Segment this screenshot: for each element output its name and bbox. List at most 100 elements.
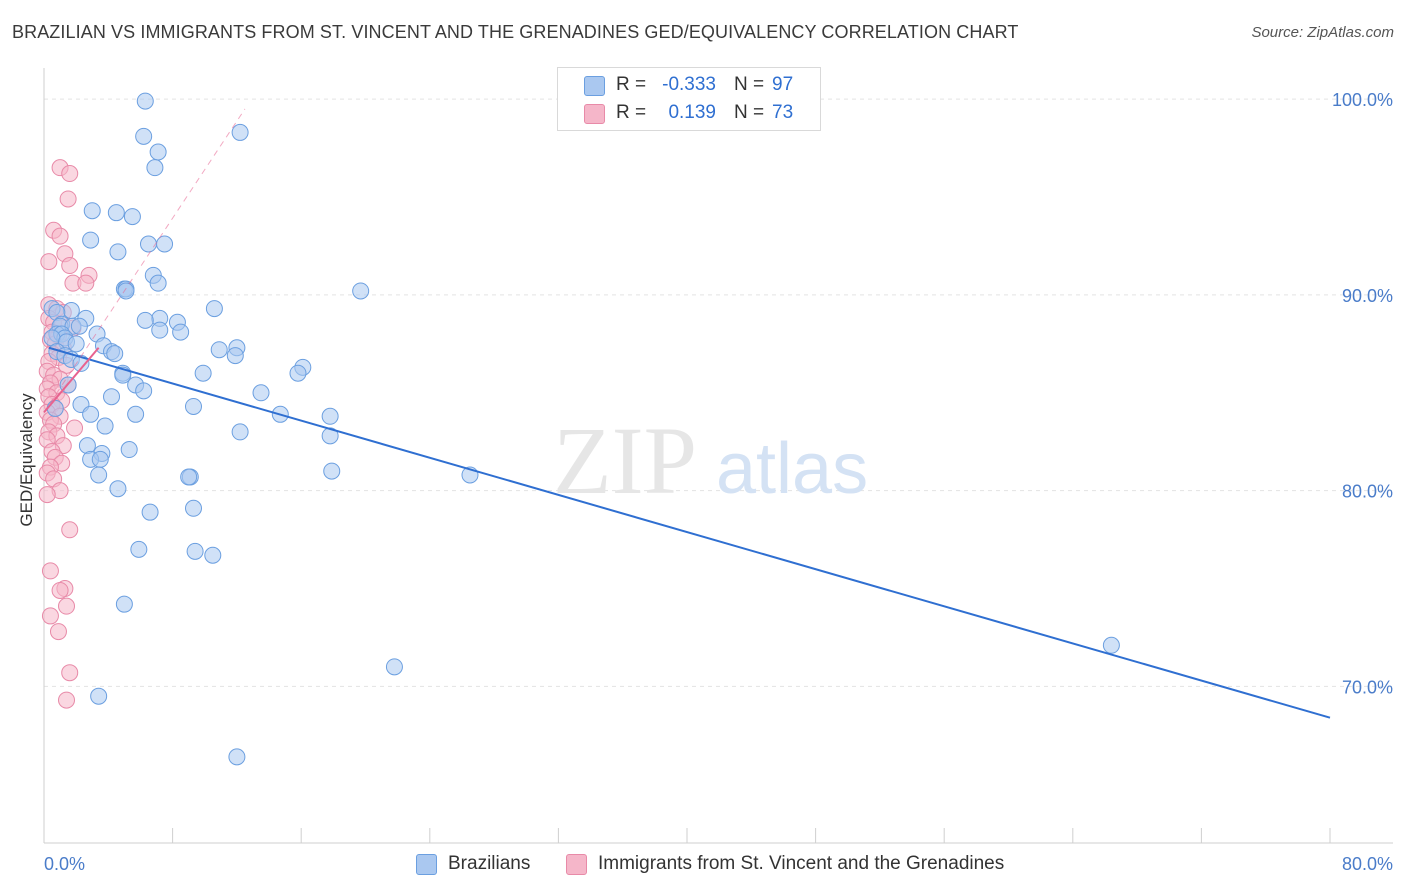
data-point-brazilians bbox=[82, 231, 100, 249]
y-tick-labels: 70.0% 80.0% 90.0% 100.0% bbox=[1332, 90, 1393, 697]
legend-swatch-blue bbox=[584, 76, 605, 96]
data-point-brazilians bbox=[135, 382, 153, 400]
data-point-immigrants bbox=[77, 274, 95, 292]
gridlines bbox=[44, 98, 1393, 687]
data-point-brazilians bbox=[141, 503, 159, 521]
data-point-brazilians bbox=[106, 345, 124, 363]
data-point-brazilians bbox=[228, 748, 246, 766]
data-point-brazilians bbox=[136, 311, 154, 329]
data-point-brazilians bbox=[210, 341, 228, 359]
data-point-brazilians bbox=[130, 540, 148, 558]
trend-lines bbox=[43, 108, 1331, 719]
data-point-brazilians bbox=[96, 417, 114, 435]
data-point-brazilians bbox=[70, 317, 88, 335]
legend-n-label: N = bbox=[734, 74, 765, 95]
data-point-brazilians bbox=[194, 364, 212, 382]
data-point-immigrants bbox=[40, 253, 58, 271]
source-note: Source: ZipAtlas.com bbox=[1251, 24, 1394, 41]
y-axis-title: GED/Equivalency bbox=[17, 393, 36, 527]
y-tick-label: 80.0% bbox=[1342, 482, 1393, 502]
data-point-brazilians bbox=[231, 123, 249, 141]
data-point-immigrants bbox=[61, 521, 79, 539]
data-point-brazilians bbox=[146, 159, 164, 177]
data-point-brazilians bbox=[149, 274, 167, 292]
x-tick-label-min: 0.0% bbox=[44, 854, 85, 874]
legend-r-value: -0.333 bbox=[662, 74, 716, 95]
series-swatch-blue bbox=[416, 854, 437, 875]
data-point-brazilians bbox=[385, 658, 403, 676]
data-point-immigrants bbox=[59, 190, 77, 208]
data-point-brazilians bbox=[321, 427, 339, 445]
data-point-brazilians bbox=[62, 302, 80, 320]
y-tick-label: 100.0% bbox=[1332, 90, 1393, 110]
legend-n-value: 97 bbox=[772, 74, 794, 95]
data-point-brazilians bbox=[91, 450, 109, 468]
data-point-brazilians bbox=[90, 687, 108, 705]
data-point-immigrants bbox=[61, 664, 79, 682]
data-point-brazilians bbox=[82, 405, 100, 423]
data-point-brazilians bbox=[127, 405, 145, 423]
legend-r-value: 0.139 bbox=[668, 102, 716, 123]
data-point-brazilians bbox=[72, 354, 90, 372]
data-point-brazilians bbox=[83, 202, 101, 220]
data-point-immigrants bbox=[41, 607, 59, 625]
data-point-immigrants bbox=[49, 623, 67, 641]
data-point-brazilians bbox=[352, 282, 370, 300]
data-point-immigrants bbox=[66, 419, 84, 437]
data-point-brazilians bbox=[90, 466, 108, 484]
data-point-brazilians bbox=[109, 243, 127, 261]
data-point-brazilians bbox=[184, 397, 202, 415]
axes bbox=[43, 68, 1393, 844]
legend-n-label: N = bbox=[734, 102, 765, 123]
data-point-brazilians bbox=[115, 595, 133, 613]
data-point-brazilians bbox=[117, 282, 135, 300]
data-point-brazilians bbox=[139, 235, 157, 253]
legend-r-label: R = bbox=[616, 74, 647, 95]
data-point-immigrants bbox=[38, 486, 56, 504]
data-point-immigrants bbox=[41, 562, 59, 580]
data-point-brazilians bbox=[184, 499, 202, 517]
data-point-brazilians bbox=[323, 462, 341, 480]
watermark-atlas: atlas bbox=[716, 429, 868, 509]
trend-line-immigrants-extended bbox=[43, 108, 246, 413]
trend-line-brazilians bbox=[48, 346, 1331, 719]
data-point-brazilians bbox=[109, 480, 127, 498]
data-point-immigrants bbox=[58, 691, 76, 709]
legend-r-label: R = bbox=[616, 102, 647, 123]
data-point-immigrants bbox=[51, 581, 69, 599]
legend-row-immigrants: R = 0.139 N = 73 bbox=[558, 100, 820, 128]
watermark-zip: ZIP bbox=[553, 407, 697, 514]
y-tick-label: 70.0% bbox=[1342, 677, 1393, 697]
legend-n-value: 73 bbox=[772, 102, 794, 123]
series-legend-label: Immigrants from St. Vincent and the Gren… bbox=[598, 853, 1005, 874]
data-point-immigrants bbox=[51, 227, 69, 245]
data-point-brazilians bbox=[151, 321, 169, 339]
data-point-brazilians bbox=[120, 441, 138, 459]
data-point-brazilians bbox=[205, 300, 223, 318]
data-point-brazilians bbox=[149, 143, 167, 161]
data-point-brazilians bbox=[172, 323, 190, 341]
blue-points bbox=[43, 92, 1120, 766]
data-point-brazilians bbox=[204, 546, 222, 564]
series-legend-label: Brazilians bbox=[448, 853, 531, 874]
data-point-brazilians bbox=[252, 384, 270, 402]
data-point-immigrants bbox=[61, 257, 79, 275]
data-point-brazilians bbox=[107, 204, 125, 222]
y-tick-label: 90.0% bbox=[1342, 286, 1393, 306]
data-point-brazilians bbox=[231, 423, 249, 441]
legend-row-brazilians: R = -0.333 N = 97 bbox=[558, 72, 820, 100]
data-point-brazilians bbox=[321, 407, 339, 425]
stats-legend: R = -0.333 N = 97 R = 0.139 N = 73 bbox=[557, 67, 821, 131]
data-point-brazilians bbox=[289, 364, 307, 382]
data-point-brazilians bbox=[123, 208, 141, 226]
series-swatch-pink bbox=[566, 854, 587, 875]
data-point-brazilians bbox=[46, 399, 64, 417]
data-point-immigrants bbox=[61, 165, 79, 183]
data-point-brazilians bbox=[180, 468, 198, 486]
data-point-brazilians bbox=[1102, 636, 1120, 654]
data-point-brazilians bbox=[136, 92, 154, 110]
series-legend: Brazilians Immigrants from St. Vincent a… bbox=[0, 852, 1406, 878]
data-point-brazilians bbox=[103, 388, 121, 406]
watermark: ZIP atlas bbox=[553, 407, 868, 514]
